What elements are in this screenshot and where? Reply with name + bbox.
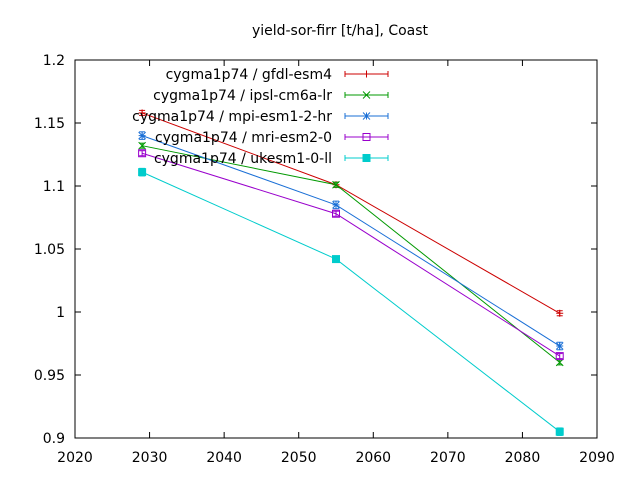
legend-item-2: cygma1p74 / mpi-esm1-2-hr	[132, 109, 389, 125]
series-3	[138, 149, 564, 361]
marker-stroke	[555, 342, 564, 350]
y-tick-label: 0.9	[43, 431, 65, 447]
x-axis: 2020 2030 2040 2050 2060 2070 2080 2090	[57, 60, 615, 466]
data-point	[138, 141, 146, 150]
data-point	[332, 209, 340, 218]
data-point	[555, 342, 564, 350]
x-tick-label: 2050	[281, 450, 317, 466]
marker-stroke	[138, 141, 146, 150]
x-tick-label: 2080	[505, 450, 541, 466]
y-tick-label: 1.1	[43, 179, 65, 195]
series-line	[141, 152, 560, 357]
series-1	[138, 141, 564, 367]
y-tick-label: 1.2	[43, 53, 65, 69]
y-tick-label: 1.15	[34, 116, 65, 132]
data-point	[138, 131, 146, 140]
series-line	[141, 171, 561, 433]
legend-label: cygma1p74 / gfdl-esm4	[166, 67, 333, 83]
y-tick-label: 1.05	[34, 242, 65, 258]
legend: cygma1p74 / gfdl-esm4 cygma1p74 / ipsl-cm…	[132, 67, 389, 167]
legend-label: cygma1p74 / mri-esm2-0	[155, 130, 332, 146]
legend-marker	[362, 91, 371, 99]
legend-marker	[362, 112, 371, 120]
series-2	[138, 131, 564, 351]
data-point	[138, 168, 147, 177]
legend-label: cygma1p74 / ukesm1-0-ll	[154, 151, 332, 167]
marker-stroke	[332, 201, 340, 209]
data-point	[332, 201, 340, 209]
series-line	[142, 145, 561, 363]
x-tick-label: 2030	[132, 450, 168, 466]
data-point	[138, 149, 147, 158]
data-point	[555, 352, 564, 361]
marker-stroke	[138, 131, 146, 140]
chart-title: yield-sor-firr [t/ha], Coast	[252, 23, 429, 39]
legend-label: cygma1p74 / ipsl-cm6a-lr	[153, 88, 332, 104]
data-point	[138, 109, 146, 117]
legend-label: cygma1p74 / mpi-esm1-2-hr	[132, 109, 332, 125]
data-point	[332, 255, 340, 264]
legend-marker	[362, 133, 371, 141]
y-tick-label: 0.95	[34, 368, 65, 384]
y-tick-label: 1	[56, 305, 65, 321]
x-tick-label: 2070	[430, 450, 466, 466]
series-layer	[138, 109, 564, 436]
x-tick-label: 2090	[579, 450, 615, 466]
data-point	[555, 427, 564, 436]
legend-item-0: cygma1p74 / gfdl-esm4	[166, 67, 389, 83]
legend-item-1: cygma1p74 / ipsl-cm6a-lr	[153, 88, 389, 104]
marker-stroke	[332, 180, 340, 189]
data-point	[556, 309, 564, 317]
marker-stroke	[362, 112, 371, 120]
series-4	[138, 167, 564, 436]
y-axis: 0.9 0.95 1 1.05 1.1 1.15 1.2	[34, 53, 597, 447]
legend-item-4: cygma1p74 / ukesm1-0-ll	[154, 151, 389, 167]
x-tick-label: 2040	[206, 450, 242, 466]
x-tick-label: 2060	[355, 450, 391, 466]
series-line	[141, 135, 560, 347]
marker-stroke	[362, 91, 371, 99]
data-point	[332, 180, 340, 189]
legend-item-3: cygma1p74 / mri-esm2-0	[155, 130, 389, 146]
legend-marker	[362, 154, 371, 162]
x-tick-label: 2020	[57, 450, 93, 466]
legend-marker	[363, 70, 370, 78]
